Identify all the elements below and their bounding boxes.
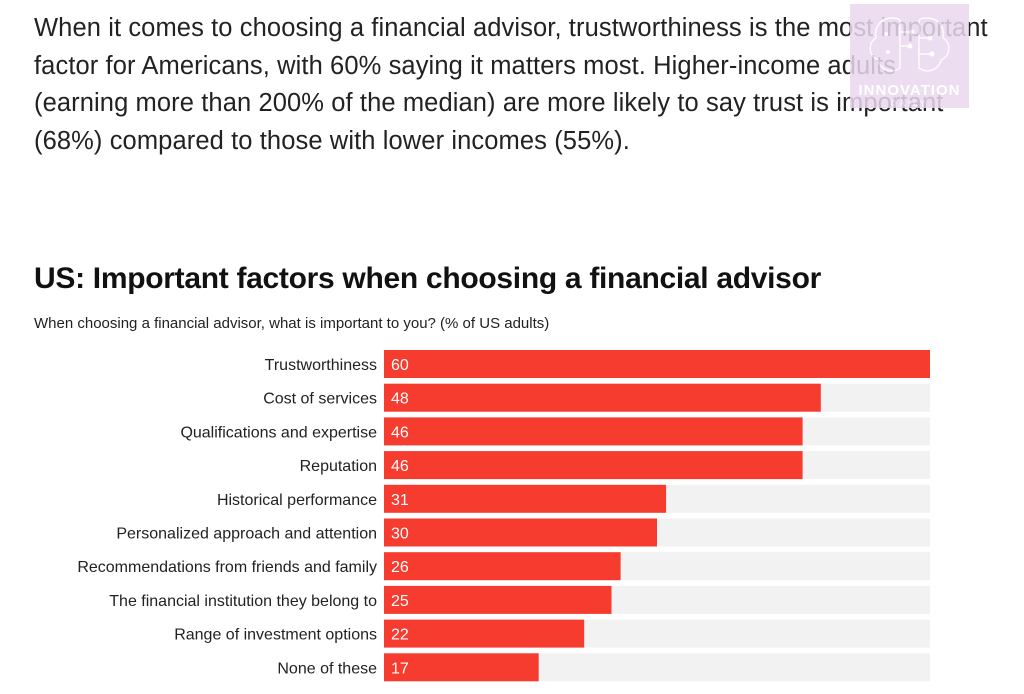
bar-value-label: 46 bbox=[391, 458, 409, 475]
bar-value-label: 46 bbox=[391, 424, 409, 441]
chart-subtitle: When choosing a financial advisor, what … bbox=[34, 315, 550, 332]
bar-chart: 60 Trustworthiness 48 Cost of services 46 Qua… bbox=[77, 350, 930, 682]
category-label: Cost of services bbox=[263, 391, 377, 408]
category-label: Range of investment options bbox=[174, 627, 377, 644]
watermark-subtext: DAILY bbox=[890, 99, 929, 108]
category-label: Reputation bbox=[300, 458, 377, 475]
bar-value-label: 26 bbox=[391, 559, 409, 576]
category-label: Personalized approach and attention bbox=[116, 526, 377, 543]
category-label: Qualifications and expertise bbox=[180, 424, 377, 441]
bar-value-label: 30 bbox=[391, 526, 409, 543]
watermark-text: INNOVATION bbox=[858, 82, 961, 99]
category-label: None of these bbox=[277, 660, 377, 677]
bar-value-label: 31 bbox=[391, 492, 409, 509]
brain-circuit-icon bbox=[869, 17, 950, 72]
bar-value-label: 17 bbox=[391, 660, 409, 677]
bar bbox=[384, 518, 657, 547]
bar bbox=[384, 585, 612, 614]
bar bbox=[384, 383, 821, 412]
category-label: Historical performance bbox=[217, 492, 377, 509]
bar bbox=[384, 653, 539, 682]
bar bbox=[384, 350, 930, 378]
bar bbox=[384, 451, 803, 480]
bar bbox=[384, 552, 621, 581]
intro-paragraph: When it comes to choosing a financial ad… bbox=[34, 14, 988, 155]
bar bbox=[384, 619, 585, 648]
category-label: The financial institution they belong to bbox=[109, 593, 377, 610]
bar bbox=[384, 417, 803, 446]
watermark-logo: INNOVATION DAILY bbox=[850, 4, 969, 108]
category-label: Recommendations from friends and family bbox=[77, 559, 377, 576]
chart-title: US: Important factors when choosing a fi… bbox=[34, 262, 821, 295]
category-label: Trustworthiness bbox=[265, 357, 377, 374]
bar-value-label: 22 bbox=[391, 627, 409, 644]
bar-value-label: 48 bbox=[391, 391, 409, 408]
bar bbox=[384, 484, 667, 513]
bar-value-label: 60 bbox=[391, 357, 409, 374]
bar-value-label: 25 bbox=[391, 593, 409, 610]
